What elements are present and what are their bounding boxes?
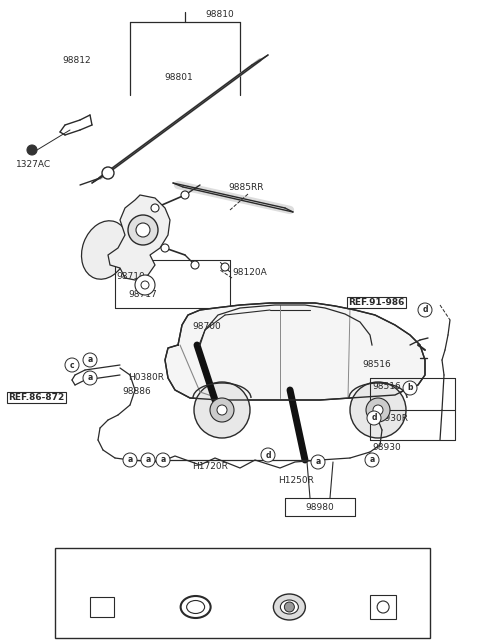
Circle shape — [377, 601, 389, 613]
Circle shape — [151, 204, 159, 212]
Circle shape — [418, 303, 432, 317]
Circle shape — [350, 382, 406, 438]
Text: b: b — [172, 557, 178, 566]
Circle shape — [102, 167, 114, 179]
Circle shape — [191, 261, 199, 269]
Circle shape — [217, 405, 227, 415]
Text: 98710: 98710 — [116, 272, 145, 281]
Circle shape — [284, 602, 294, 612]
Text: a: a — [127, 455, 132, 464]
Text: 98886: 98886 — [122, 387, 151, 396]
Polygon shape — [108, 195, 170, 280]
Text: d: d — [371, 413, 377, 422]
Text: 98801: 98801 — [164, 73, 193, 82]
Circle shape — [83, 353, 97, 367]
Text: 98652: 98652 — [372, 557, 400, 566]
Circle shape — [168, 555, 182, 569]
Text: d: d — [265, 451, 271, 460]
Circle shape — [210, 398, 234, 422]
Bar — [55, 548, 430, 638]
Circle shape — [367, 411, 381, 425]
Text: 98810: 98810 — [205, 10, 234, 19]
Circle shape — [366, 398, 390, 422]
Text: d: d — [422, 305, 428, 314]
Circle shape — [403, 381, 417, 395]
Text: 98717: 98717 — [128, 290, 157, 299]
Polygon shape — [165, 303, 425, 400]
Circle shape — [194, 382, 250, 438]
Text: a: a — [79, 557, 84, 566]
Text: 98980: 98980 — [306, 503, 335, 512]
Bar — [370, 595, 396, 619]
Text: 98120A: 98120A — [232, 268, 267, 277]
Text: a: a — [370, 455, 374, 464]
Text: H1250R: H1250R — [278, 476, 314, 485]
Text: 98700: 98700 — [192, 322, 221, 331]
Circle shape — [65, 358, 79, 372]
Text: REF.91-986: REF.91-986 — [348, 298, 404, 307]
Ellipse shape — [180, 596, 211, 618]
Text: 98940C: 98940C — [278, 557, 313, 566]
Ellipse shape — [280, 600, 299, 614]
Text: a: a — [145, 455, 151, 464]
Circle shape — [128, 215, 158, 245]
Text: 98516: 98516 — [372, 382, 401, 391]
Circle shape — [262, 555, 276, 569]
Text: H0930R: H0930R — [372, 414, 408, 423]
Circle shape — [356, 555, 370, 569]
Text: c: c — [70, 361, 74, 370]
Ellipse shape — [187, 601, 204, 613]
Text: 98930: 98930 — [372, 443, 401, 452]
Circle shape — [123, 453, 137, 467]
Text: H1720R: H1720R — [192, 462, 228, 471]
Circle shape — [135, 275, 155, 295]
Text: 81199: 81199 — [91, 557, 120, 566]
Circle shape — [365, 453, 379, 467]
Text: 9885RR: 9885RR — [228, 183, 264, 192]
Text: 98516: 98516 — [362, 360, 391, 369]
Circle shape — [83, 371, 97, 385]
Text: b: b — [407, 383, 413, 392]
Text: H0380R: H0380R — [128, 373, 164, 382]
Circle shape — [74, 555, 88, 569]
Circle shape — [181, 191, 189, 199]
Circle shape — [141, 281, 149, 289]
Circle shape — [141, 453, 155, 467]
Ellipse shape — [82, 221, 129, 279]
Text: 98893B: 98893B — [184, 557, 219, 566]
Text: a: a — [315, 458, 321, 467]
Circle shape — [136, 223, 150, 237]
Circle shape — [373, 405, 383, 415]
Text: a: a — [87, 356, 93, 365]
Ellipse shape — [274, 594, 305, 620]
Circle shape — [311, 455, 325, 469]
Text: c: c — [266, 557, 271, 566]
Text: a: a — [87, 374, 93, 383]
Text: 1327AC: 1327AC — [16, 160, 51, 169]
Text: a: a — [160, 455, 166, 464]
Circle shape — [156, 453, 170, 467]
Circle shape — [221, 263, 229, 271]
Text: d: d — [360, 557, 365, 566]
Bar — [90, 597, 114, 617]
Text: REF.86-872: REF.86-872 — [8, 393, 64, 402]
Circle shape — [27, 145, 37, 155]
Text: 98812: 98812 — [62, 56, 91, 65]
Circle shape — [161, 244, 169, 252]
Circle shape — [261, 448, 275, 462]
